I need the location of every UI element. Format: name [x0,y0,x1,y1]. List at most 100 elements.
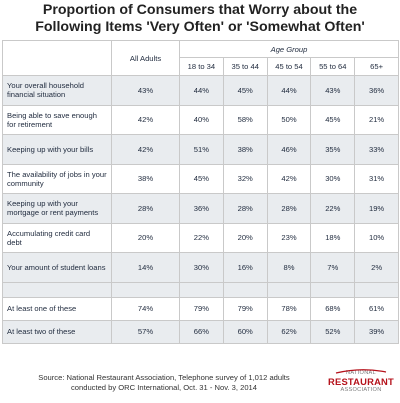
cell-age: 50% [266,104,312,135]
cell-age: 22% [310,193,356,224]
nra-logo: NATIONAL RESTAURANT ASSOCIATION [328,369,394,400]
cell-age: 44% [179,75,224,106]
cell-all-adults: 14% [111,252,180,283]
cell-all-adults: 42% [111,104,180,135]
spacer-cell [354,281,399,298]
header-age-col: 18 to 34 [179,57,224,76]
cell-age: 28% [266,193,312,224]
title-line-1: Proportion of Consumers that Worry about… [42,2,358,18]
row-label: Accumulating credit card debt [2,222,112,253]
table-row: Your overall household financial situati… [2,75,399,106]
cell-age: 66% [179,319,224,344]
logo-line-3: ASSOCIATION [340,387,382,393]
cell-age: 52% [310,319,356,344]
table-row: Accumulating credit card debt 20% 22% 20… [2,222,399,253]
spacer-cell [310,281,356,298]
cell-age: 43% [310,75,356,106]
cell-age: 78% [266,296,312,321]
table-row: Keeping up with your mortgage or rent pa… [2,193,399,224]
header-age-col: 35 to 44 [222,57,268,76]
cell-age: 79% [179,296,224,321]
source-line-2: conducted by ORC International, Oct. 31 … [70,383,257,392]
cell-age: 61% [354,296,399,321]
row-label: At least two of these [2,319,112,344]
cell-age: 79% [222,296,268,321]
spacer-cell [179,281,224,298]
cell-age: 30% [179,252,224,283]
cell-age: 42% [266,163,312,194]
cell-age: 45% [222,75,268,106]
cell-age: 33% [354,134,399,165]
row-label: The availability of jobs in your communi… [2,163,112,194]
cell-age: 16% [222,252,268,283]
cell-age: 38% [222,134,268,165]
spacer-cell [111,281,180,298]
cell-all-adults: 43% [111,75,180,106]
cell-age: 18% [310,222,356,253]
cell-age: 10% [354,222,399,253]
cell-age: 60% [222,319,268,344]
worry-table: All Adults Age Group 18 to 34 35 to 44 4… [2,40,399,344]
cell-age: 36% [179,193,224,224]
table-row: The availability of jobs in your communi… [2,163,399,194]
cell-age: 28% [222,193,268,224]
cell-all-adults: 28% [111,193,180,224]
cell-age: 23% [266,222,312,253]
row-label: Being able to save enough for retirement [2,104,112,135]
cell-age: 32% [222,163,268,194]
spacer-cell [266,281,312,298]
cell-age: 31% [354,163,399,194]
title-line-2: Following Items 'Very Often' or 'Somewha… [35,19,365,35]
cell-age: 19% [354,193,399,224]
cell-age: 22% [179,222,224,253]
swoosh-icon [335,369,387,374]
cell-age: 39% [354,319,399,344]
cell-age: 35% [310,134,356,165]
spacer-row [2,281,399,298]
source-note: Source: National Restaurant Association,… [14,373,314,393]
row-label: Your amount of student loans [2,252,112,283]
header-row-2: 18 to 34 35 to 44 45 to 54 55 to 64 65+ [3,57,399,76]
cell-all-adults: 74% [111,296,180,321]
logo-line-2: RESTAURANT [328,376,394,387]
cell-age: 44% [266,75,312,106]
header-age-group: Age Group [179,40,399,58]
row-label: At least one of these [2,296,112,321]
spacer-cell [2,281,112,298]
cell-age: 45% [310,104,356,135]
header-all-adults: All Adults [111,40,180,76]
row-label: Your overall household financial situati… [2,75,112,106]
cell-age: 8% [266,252,312,283]
cell-age: 68% [310,296,356,321]
cell-age: 30% [310,163,356,194]
cell-all-adults: 57% [111,319,180,344]
summary-row: At least one of these 74% 79% 79% 78% 68… [2,296,399,321]
header-age-col: 65+ [354,57,399,76]
cell-age: 46% [266,134,312,165]
header-age-col: 45 to 54 [266,57,312,76]
cell-age: 62% [266,319,312,344]
source-line-1: Source: National Restaurant Association,… [38,373,290,382]
cell-age: 40% [179,104,224,135]
summary-row: At least two of these 57% 66% 60% 62% 52… [2,319,399,344]
logo-line-1: NATIONAL [346,370,376,376]
cell-age: 58% [222,104,268,135]
header-blank-cell [2,40,112,76]
header-row-1: All Adults Age Group [2,40,399,76]
table-row: Being able to save enough for retirement… [2,104,399,135]
row-label: Keeping up with your bills [2,134,112,165]
cell-all-adults: 20% [111,222,180,253]
spacer-cell [222,281,268,298]
cell-age: 51% [179,134,224,165]
table-row: Your amount of student loans 14% 30% 16%… [2,252,399,283]
page-title: Proportion of Consumers that Worry about… [0,2,400,36]
cell-age: 36% [354,75,399,106]
cell-age: 45% [179,163,224,194]
cell-age: 2% [354,252,399,283]
cell-all-adults: 38% [111,163,180,194]
cell-age: 7% [310,252,356,283]
cell-all-adults: 42% [111,134,180,165]
cell-age: 20% [222,222,268,253]
header-age-col: 55 to 64 [310,57,356,76]
table-row: Keeping up with your bills 42% 51% 38% 4… [2,134,399,165]
